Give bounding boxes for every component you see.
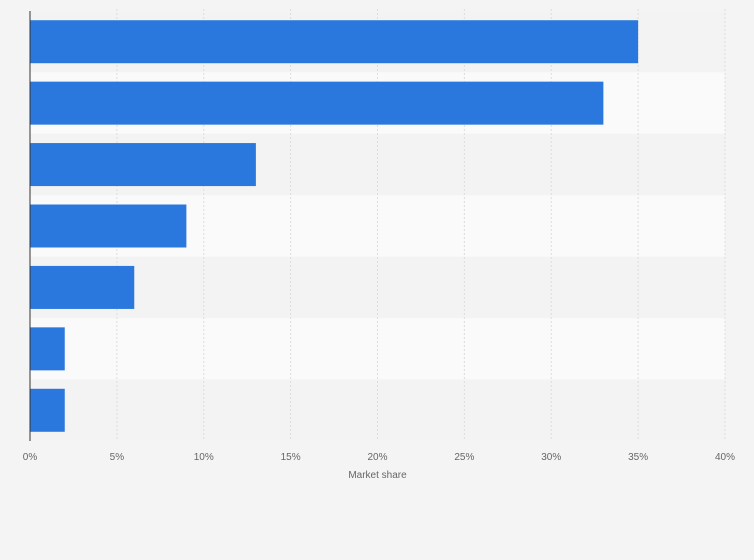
x-tick-label: 0% [23,452,38,463]
x-tick-label: 15% [281,452,301,463]
x-tick-label: 25% [454,452,474,463]
x-axis-title: Market share [348,470,407,481]
bar[interactable] [30,327,65,371]
bars [30,20,639,432]
x-axis-tick-labels: 0% 5% 10% 15% 20% 25% 30% 35% 40% [23,452,735,463]
x-tick-label: 5% [110,452,125,463]
bar[interactable] [30,143,256,187]
bar[interactable] [30,81,604,125]
x-tick-label: 40% [715,452,735,463]
bar[interactable] [30,388,65,432]
x-tick-label: 35% [628,452,648,463]
bar[interactable] [30,265,135,309]
x-tick-label: 20% [367,452,387,463]
bar[interactable] [30,20,639,64]
bar[interactable] [30,204,187,248]
x-tick-label: 30% [541,452,561,463]
x-tick-label: 10% [194,452,214,463]
